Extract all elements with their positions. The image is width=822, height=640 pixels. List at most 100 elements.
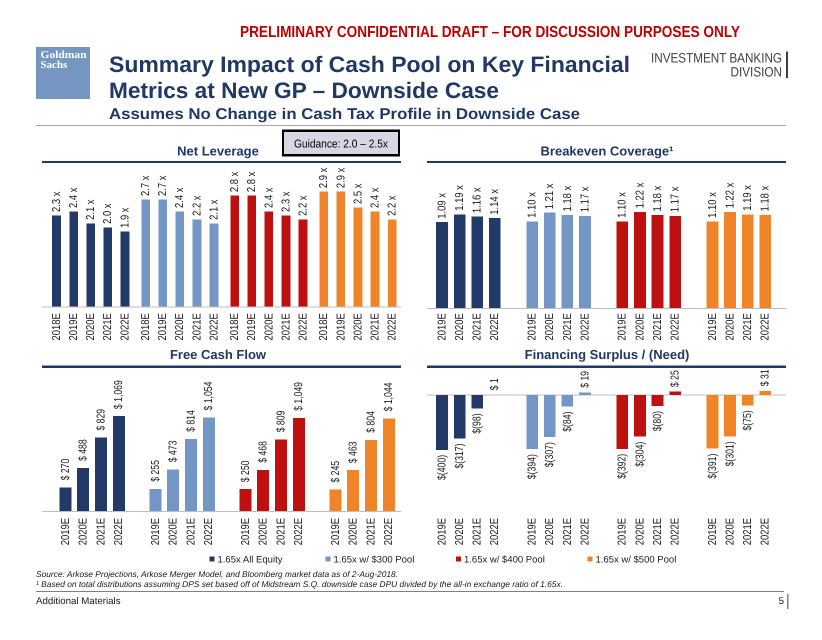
svg-text:2.4 x: 2.4 x: [263, 187, 275, 208]
svg-text:2022E: 2022E: [760, 313, 772, 341]
svg-text:2022E: 2022E: [293, 518, 305, 546]
svg-text:2021E: 2021E: [472, 518, 484, 546]
svg-text:$ 488: $ 488: [78, 439, 90, 461]
svg-text:1.9 x: 1.9 x: [119, 207, 131, 228]
svg-text:2.2 x: 2.2 x: [298, 195, 310, 216]
svg-text:PRELIMINARY CONFIDENTIAL DRAFT: PRELIMINARY CONFIDENTIAL DRAFT – FOR DIS…: [240, 24, 740, 41]
svg-text:2.4 x: 2.4 x: [370, 187, 382, 208]
svg-text:2020E: 2020E: [724, 313, 736, 341]
svg-text:2019E: 2019E: [157, 313, 169, 341]
svg-text:$(80): $(80): [652, 411, 664, 431]
svg-text:2020E: 2020E: [168, 518, 180, 546]
svg-text:2019E: 2019E: [240, 518, 252, 546]
svg-text:2021E: 2021E: [472, 313, 484, 341]
svg-text:2022E: 2022E: [387, 313, 399, 341]
svg-text:2021E: 2021E: [742, 518, 754, 546]
svg-text:5: 5: [779, 596, 784, 607]
svg-text:$ 814: $ 814: [185, 410, 197, 432]
svg-text:2022E: 2022E: [579, 518, 591, 546]
svg-text:2019E: 2019E: [150, 518, 162, 546]
svg-text:2019E: 2019E: [330, 518, 342, 546]
svg-text:$ 245: $ 245: [330, 461, 342, 483]
svg-text:2021E: 2021E: [370, 313, 382, 341]
svg-text:2.9 x: 2.9 x: [318, 168, 330, 189]
svg-text:2021E: 2021E: [562, 518, 574, 546]
svg-text:2020E: 2020E: [348, 518, 360, 546]
svg-text:1.14 x: 1.14 x: [489, 189, 501, 215]
svg-text:Source: Arkose Projections, Ar: Source: Arkose Projections, Arkose Merge…: [36, 569, 398, 579]
svg-text:¹ Based on total distributions: ¹ Based on total distributions assuming …: [36, 579, 563, 589]
svg-text:2019E: 2019E: [60, 518, 72, 546]
svg-text:Financing Surplus / (Need): Financing Surplus / (Need): [525, 347, 690, 362]
svg-text:2020E: 2020E: [352, 313, 364, 341]
svg-text:2020E: 2020E: [263, 313, 275, 341]
svg-text:2019E: 2019E: [707, 313, 719, 341]
svg-text:2019E: 2019E: [527, 313, 539, 341]
svg-text:$(392): $(392): [617, 454, 629, 479]
svg-text:$(301): $(301): [724, 441, 736, 466]
svg-text:2021E: 2021E: [562, 313, 574, 341]
svg-text:2020E: 2020E: [454, 518, 466, 546]
svg-text:$ 473: $ 473: [168, 441, 180, 463]
svg-text:Breakeven Coverage¹: Breakeven Coverage¹: [541, 144, 674, 159]
svg-text:2022E: 2022E: [119, 313, 131, 341]
svg-text:DIVISION: DIVISION: [731, 65, 783, 80]
svg-text:2020E: 2020E: [634, 518, 646, 546]
svg-text:2.8 x: 2.8 x: [246, 172, 258, 193]
svg-text:$ 809: $ 809: [275, 411, 287, 433]
svg-text:INVESTMENT BANKING: INVESTMENT BANKING: [651, 51, 782, 66]
svg-text:2021E: 2021E: [652, 518, 664, 546]
svg-text:$ 1,054: $ 1,054: [203, 381, 215, 410]
svg-text:1.65x w/ $500 Pool: 1.65x w/ $500 Pool: [596, 555, 677, 566]
svg-text:$ 25: $ 25: [670, 370, 682, 387]
svg-text:1.65x w/ $300 Pool: 1.65x w/ $300 Pool: [334, 555, 415, 566]
svg-text:2.7 x: 2.7 x: [157, 175, 169, 196]
svg-text:2021E: 2021E: [185, 518, 197, 546]
svg-text:2019E: 2019E: [707, 518, 719, 546]
svg-text:2.1 x: 2.1 x: [208, 199, 220, 220]
svg-text:2022E: 2022E: [489, 518, 501, 546]
svg-text:2022E: 2022E: [670, 518, 682, 546]
svg-text:Additional Materials: Additional Materials: [36, 596, 121, 607]
svg-text:1.18 x: 1.18 x: [562, 186, 574, 212]
svg-text:Assumes No Change in Cash Tax: Assumes No Change in Cash Tax Profile in…: [109, 106, 580, 123]
svg-text:Sachs: Sachs: [41, 60, 68, 71]
svg-text:2022E: 2022E: [203, 518, 215, 546]
svg-text:1.10 x: 1.10 x: [617, 192, 629, 218]
svg-text:2021E: 2021E: [652, 313, 664, 341]
svg-text:2022E: 2022E: [670, 313, 682, 341]
svg-text:$ 468: $ 468: [258, 441, 270, 463]
svg-text:2020E: 2020E: [258, 518, 270, 546]
svg-text:$ 19: $ 19: [579, 371, 591, 388]
svg-text:2.1 x: 2.1 x: [85, 199, 97, 220]
svg-text:2019E: 2019E: [436, 313, 448, 341]
svg-text:2.4 x: 2.4 x: [68, 187, 80, 208]
svg-text:2020E: 2020E: [174, 313, 186, 341]
svg-text:Net Leverage: Net Leverage: [177, 144, 259, 159]
svg-text:2.5 x: 2.5 x: [352, 183, 364, 204]
svg-text:2021E: 2021E: [191, 313, 203, 341]
svg-text:2.7 x: 2.7 x: [140, 175, 152, 196]
svg-text:$ 1,049: $ 1,049: [293, 382, 305, 411]
svg-text:2022E: 2022E: [579, 313, 591, 341]
svg-text:2021E: 2021E: [742, 313, 754, 341]
svg-text:2.8 x: 2.8 x: [229, 172, 241, 193]
svg-text:2.4 x: 2.4 x: [174, 187, 186, 208]
svg-text:Guidance: 2.0 – 2.5x: Guidance: 2.0 – 2.5x: [294, 139, 388, 151]
svg-text:2019E: 2019E: [246, 313, 258, 341]
svg-text:Goldman: Goldman: [41, 50, 87, 61]
svg-text:2.2 x: 2.2 x: [191, 195, 203, 216]
svg-text:1.17 x: 1.17 x: [579, 186, 591, 212]
svg-text:2021E: 2021E: [365, 518, 377, 546]
svg-text:$(304): $(304): [634, 442, 646, 467]
svg-text:1.17 x: 1.17 x: [670, 186, 682, 212]
svg-text:1.65x All Equity: 1.65x All Equity: [218, 555, 283, 566]
svg-text:2021E: 2021E: [95, 518, 107, 546]
svg-text:2019E: 2019E: [68, 313, 80, 341]
svg-text:2022E: 2022E: [383, 518, 395, 546]
svg-text:$ 255: $ 255: [150, 460, 162, 482]
svg-text:2019E: 2019E: [335, 313, 347, 341]
svg-text:$ 31: $ 31: [760, 369, 772, 386]
svg-text:1.10 x: 1.10 x: [527, 192, 539, 218]
svg-text:1.22 x: 1.22 x: [724, 182, 736, 208]
